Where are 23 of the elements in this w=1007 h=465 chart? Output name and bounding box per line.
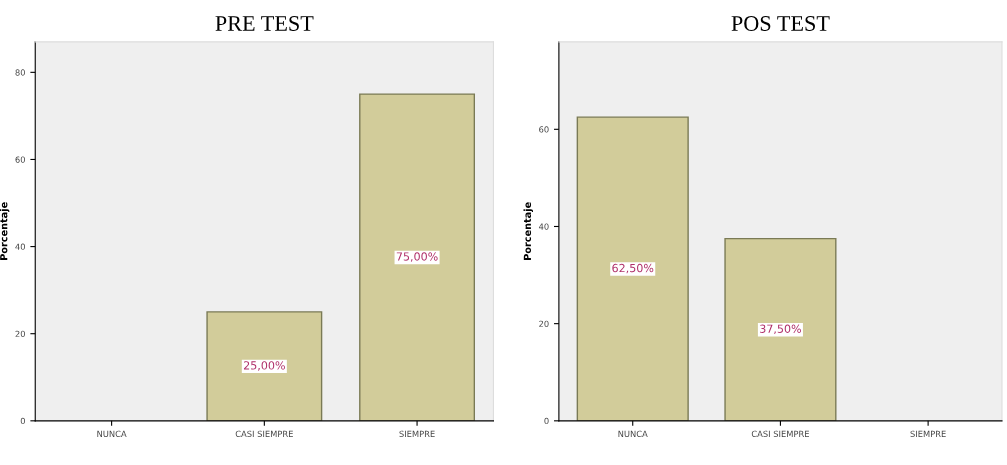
x-tick-label: SIEMPRE: [910, 430, 946, 437]
x-tick-label: CASI SIEMPRE: [751, 430, 809, 437]
y-tick-label: 60: [539, 126, 549, 133]
x-tick-label: NUNCA: [97, 430, 127, 437]
y-tick-label: 20: [539, 320, 549, 327]
data-label: 25,00%: [243, 361, 285, 371]
y-tick-label: 0: [20, 417, 25, 425]
y-axis-title: Porcentaje: [0, 202, 10, 260]
chart-title: POS TEST: [731, 16, 830, 31]
y-tick-label: 40: [15, 243, 25, 250]
x-tick-label: SIEMPRE: [399, 430, 435, 437]
chart-title: PRE TEST: [215, 16, 314, 31]
y-tick-label: 60: [15, 156, 25, 163]
data-label: 75,00%: [396, 252, 438, 262]
y-tick-label: 0: [544, 417, 549, 425]
y-axis-title: Porcentaje: [523, 202, 533, 260]
data-label: 62,50%: [612, 263, 654, 274]
x-tick-label: CASI SIEMPRE: [235, 430, 293, 437]
y-tick-label: 40: [538, 223, 549, 230]
x-tick-label: NUNCA: [618, 430, 648, 437]
y-tick-label: 20: [15, 330, 25, 337]
data-label: 37,50%: [760, 324, 801, 335]
y-tick-label: 80: [15, 69, 25, 76]
